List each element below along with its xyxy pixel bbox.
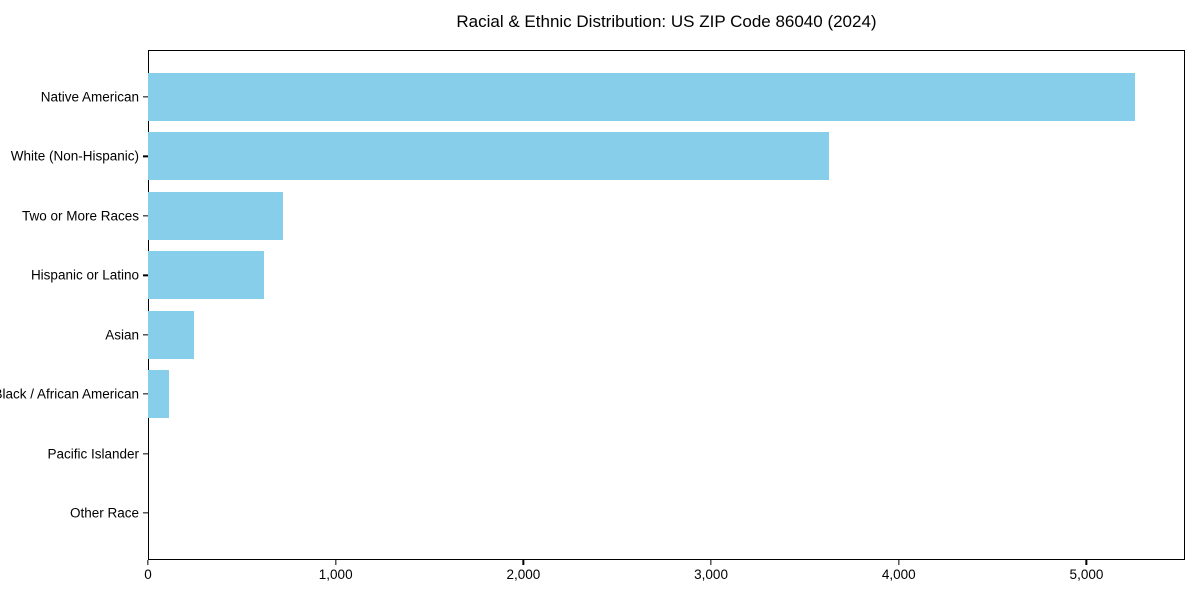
y-tick-label: White (Non-Hispanic) [10,148,139,164]
plot-area: Native American White (Non-Hispanic) Two o… [0,50,1185,582]
x-tick-label: 1,000 [318,567,353,582]
x-tick-label: 3,000 [694,567,728,582]
y-tick-label: Asian [105,327,139,343]
x-tick-label: 2,000 [506,567,541,582]
y-tick-mark [143,274,148,276]
x-tick-mark [522,560,525,565]
y-tick-mark [143,452,148,455]
x-tick-mark [335,560,337,565]
y-tick-mark [143,155,148,158]
x-tick-mark [898,560,900,565]
plot-frame [148,50,1185,560]
y-tick-label: Hispanic or Latino [30,267,139,283]
y-tick-label: Black / African American [0,386,139,402]
y-tick-mark [143,215,148,217]
x-tick-mark [147,560,149,565]
x-tick-mark [710,560,712,565]
bar [148,370,169,419]
y-tick-mark [143,393,148,395]
bar [148,251,265,300]
chart-title: Racial & Ethnic Distribution: US ZIP Cod… [456,12,877,31]
x-tick-label: 0 [144,567,152,582]
y-tick-label: Other Race [69,505,139,521]
y-tick-mark [143,512,148,514]
y-tick-label: Native American [40,89,139,105]
y-tick-label: Two or More Races [21,208,139,224]
bar [148,73,1136,121]
x-tick-label: 4,000 [881,567,916,582]
x-tick-label: 5,000 [1069,567,1104,582]
y-tick-label: Pacific Islander [47,446,139,462]
bar [148,191,284,240]
y-tick-mark [143,334,148,336]
x-tick-mark [1085,560,1088,565]
bar [148,310,194,359]
y-tick-mark [143,96,148,98]
bar [148,132,830,181]
